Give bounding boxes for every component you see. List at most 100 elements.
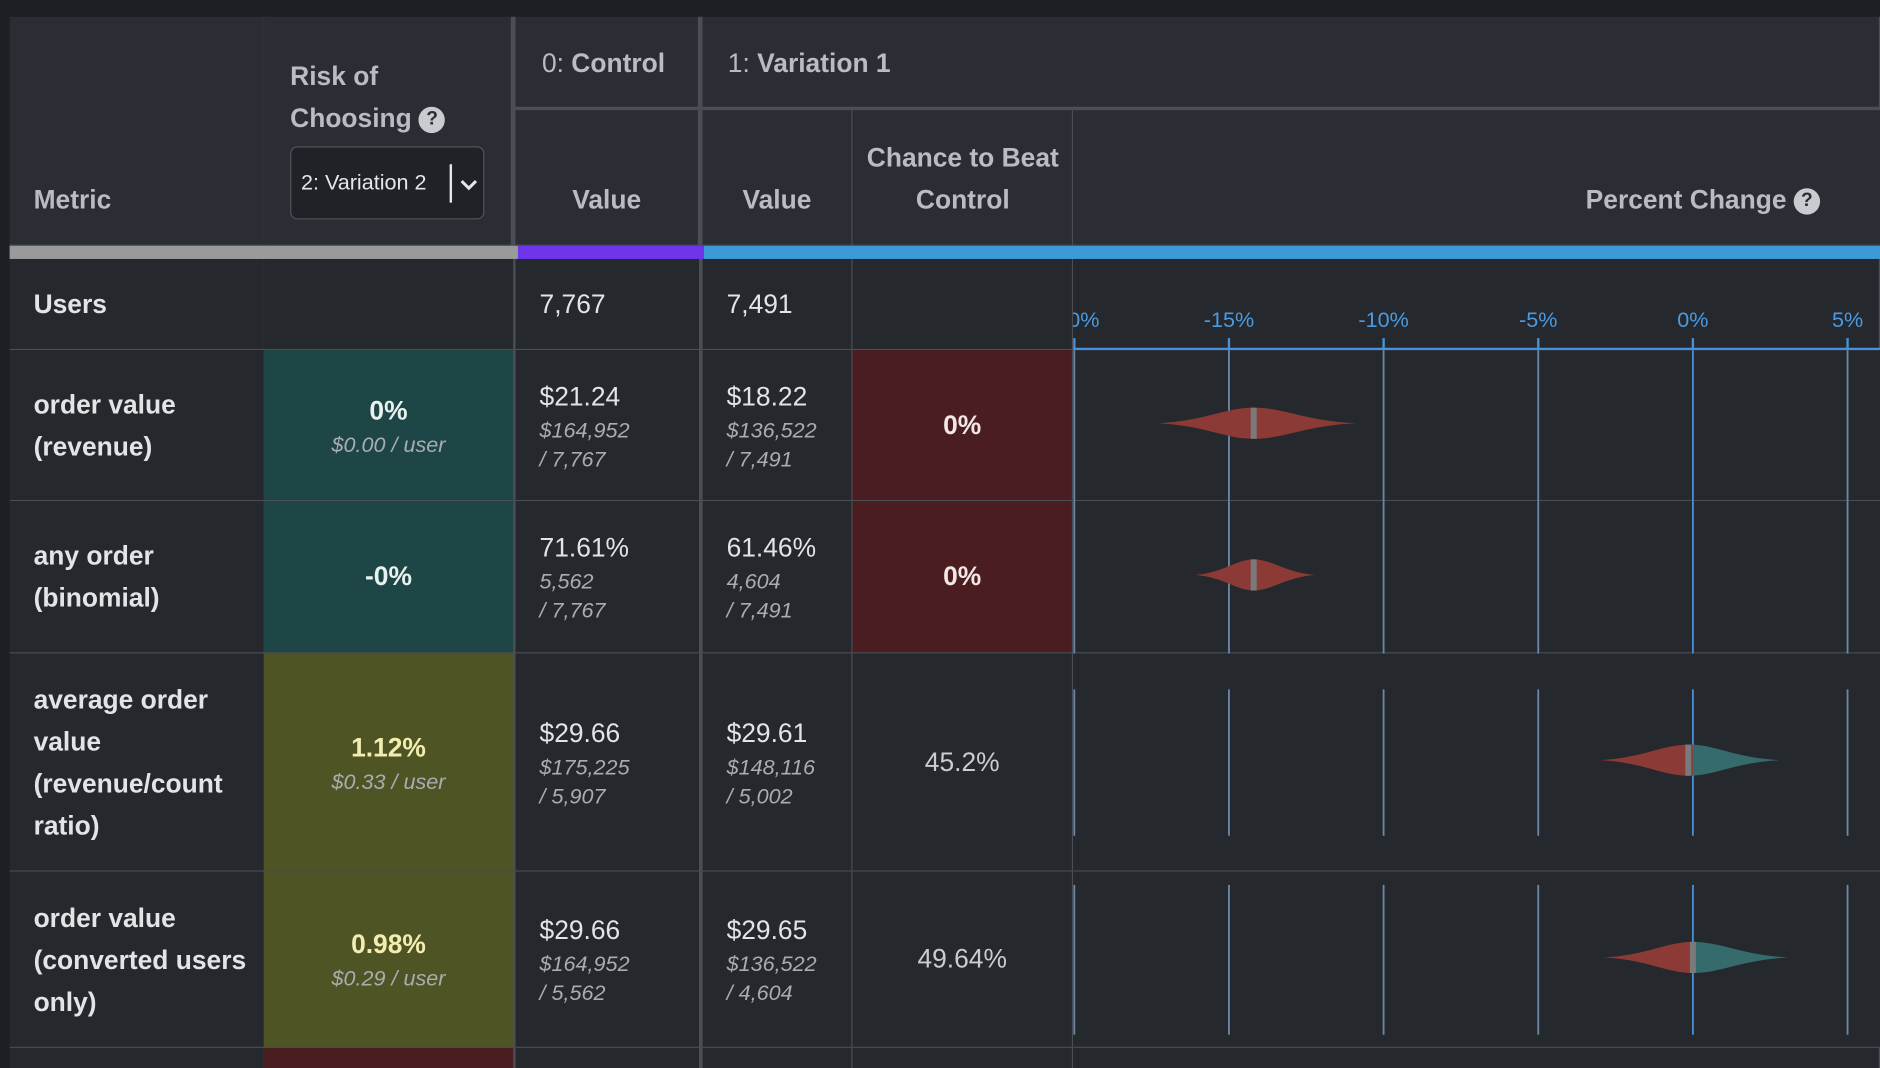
control-label: Control <box>571 47 666 78</box>
violin-negative <box>1600 744 1693 776</box>
metric-cell: order value (revenue) <box>9 350 267 502</box>
variation-numerator: 4,604 <box>726 569 781 594</box>
partial-cell <box>702 1047 853 1068</box>
top-strip <box>0 0 1880 17</box>
violin-positive <box>1692 744 1780 776</box>
chance-cell: 45.2% <box>852 653 1074 872</box>
chevron <box>460 179 478 191</box>
chance-header-text: Chance to Beat Control <box>866 142 1059 215</box>
variation-numerator: $148,116 <box>726 754 816 779</box>
risk-value: 0% <box>369 395 408 426</box>
control-header: 0: Control <box>515 16 703 111</box>
bar-baseline <box>9 245 518 259</box>
variation-value: $29.61 <box>726 717 808 748</box>
variation-numerator: $136,522 <box>726 417 817 442</box>
risk-title: Risk of Choosing? <box>290 55 470 139</box>
variation-numerator: $136,522 <box>726 952 817 976</box>
risk-cell: 0% $0.00 / user <box>263 350 518 502</box>
control-numerator: $164,952 <box>539 952 630 976</box>
x-tick-label: 0% <box>1677 307 1708 332</box>
control-index: 0: <box>541 47 564 78</box>
bar-variation <box>703 245 1880 259</box>
value-header: Value <box>572 184 642 215</box>
users-label: Users <box>33 288 107 319</box>
control-denominator: / 5,907 <box>539 783 606 808</box>
users-cell: 7,491 <box>702 258 853 351</box>
risk-per-user: $0.29 / user <box>331 966 446 991</box>
bar-control <box>517 245 704 259</box>
partial-cell <box>515 1047 704 1068</box>
help-icon: ? <box>418 106 446 134</box>
users-control: 7,767 <box>539 288 606 319</box>
violin-negative <box>1603 941 1693 973</box>
risk-cell: 0.98% $0.29 / user <box>263 871 518 1048</box>
percent-header: Percent Change? <box>1073 110 1880 246</box>
control-numerator: $164,952 <box>539 417 630 442</box>
control-denominator: / 7,767 <box>539 446 606 471</box>
control-value: $29.66 <box>539 914 621 945</box>
metric-cell: any order (binomial) <box>9 501 267 654</box>
variation-denominator: / 4,604 <box>726 980 793 1005</box>
control-name: 0: Control <box>542 48 665 79</box>
control-denominator: / 5,562 <box>539 980 606 1005</box>
risk-title-text: Risk of Choosing <box>290 61 412 134</box>
variation-value-cell: $29.65 $136,522 / 4,604 <box>702 871 853 1048</box>
variation-name: 1: Variation 1 <box>728 48 891 79</box>
help-icon: ? <box>1793 188 1821 215</box>
chart-cell <box>1073 501 1880 654</box>
risk-per-user: $0.33 / user <box>331 769 446 794</box>
violin-negative <box>1157 407 1356 439</box>
violin-mid <box>1250 407 1257 439</box>
variation-label: Variation 1 <box>757 47 891 78</box>
risk-header: Risk of Choosing? 2: Variation 2 <box>263 16 516 246</box>
x-tick-label: -20% <box>1073 307 1099 332</box>
variation-value-cell: $18.22 $136,522 / 7,491 <box>702 350 853 502</box>
control-value-cell: $29.66 $164,952 / 5,562 <box>515 871 704 1048</box>
metric-name: any order (binomial) <box>33 540 160 613</box>
percent-header-text: Percent Change? <box>1585 184 1821 216</box>
variation-denominator: / 7,491 <box>726 598 793 623</box>
control-value-cell: $29.66 $175,225 / 5,907 <box>515 653 704 872</box>
chance-cell: 0% <box>852 501 1074 654</box>
value-header: Value <box>742 184 812 215</box>
violin-mid <box>1685 744 1692 776</box>
risk-value: 0.98% <box>351 929 426 960</box>
violin-positive <box>1692 941 1789 973</box>
violin-mid <box>1689 941 1696 973</box>
percent-label: Percent Change <box>1585 184 1787 215</box>
metric-header: Metric <box>9 16 267 246</box>
variation-select[interactable]: 2: Variation 2 <box>290 146 485 220</box>
risk-cell: -0% <box>263 501 518 654</box>
chance-header: Chance to Beat Control <box>852 110 1074 246</box>
risk-per-user: $0.00 / user <box>331 432 446 457</box>
users-cell: 7,767 <box>515 258 704 351</box>
chance-value: 49.64% <box>917 943 1007 974</box>
variation-header: 1: Variation 1 <box>702 16 1880 111</box>
variation-value: $18.22 <box>726 380 808 411</box>
select-value: 2: Variation 2 <box>300 170 427 195</box>
control-numerator: $175,225 <box>539 754 630 779</box>
chance-cell: 0% <box>852 350 1074 502</box>
chance-value: 0% <box>943 409 982 440</box>
metric-name: order value (converted users only) <box>33 902 247 1017</box>
variation-denominator: / 5,002 <box>726 783 793 808</box>
users-cell: Users <box>9 258 267 351</box>
variation-denominator: / 7,491 <box>726 446 793 471</box>
variation-value-cell: $29.61 $148,116 / 5,002 <box>702 653 853 872</box>
partial-cell <box>9 1047 267 1068</box>
users-cell <box>1073 258 1880 351</box>
control-value-cell: 71.61% 5,562 / 7,767 <box>515 501 704 654</box>
variation-value-header: Value <box>702 110 853 246</box>
users-cell <box>263 258 518 351</box>
control-value-cell: $21.24 $164,952 / 7,767 <box>515 350 704 502</box>
metric-cell: order value (converted users only) <box>9 871 267 1048</box>
metric-cell: average order value (revenue/count ratio… <box>9 653 267 872</box>
variation-value: 61.46% <box>726 532 817 563</box>
select-divider <box>449 164 453 203</box>
users-variation: 7,491 <box>726 288 793 319</box>
control-numerator: 5,562 <box>539 569 594 594</box>
control-denominator: / 7,767 <box>539 598 606 623</box>
control-value: 71.61% <box>539 532 630 563</box>
